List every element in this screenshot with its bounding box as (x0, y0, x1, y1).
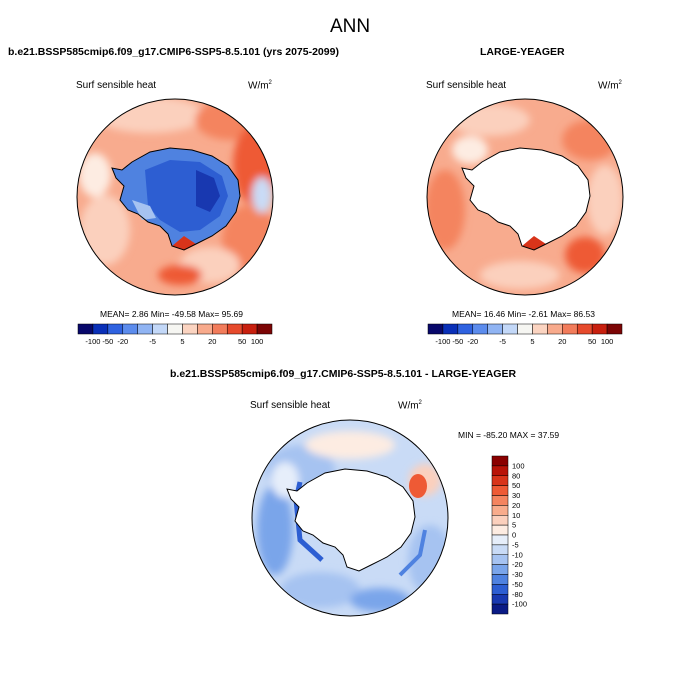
colorbar-swatch (532, 323, 548, 335)
panel2-units: W/m2 (598, 80, 622, 92)
panel1-stats: MEAN= 2.86 Min= -49.58 Max= 95.69 (100, 309, 243, 319)
panel1-polar-map (76, 98, 274, 296)
panel2-variable-label: Surf sensible heat (426, 80, 507, 91)
panel3-polar-map (251, 419, 449, 617)
colorbar-swatch (457, 323, 474, 335)
colorbar-tick-label: -20 (467, 337, 478, 346)
colorbar-tick-label: -50 (512, 580, 523, 589)
panel2-case-title: LARGE-YEAGER (480, 46, 565, 58)
colorbar-tick-label: 20 (558, 337, 566, 346)
colorbar-swatch (427, 323, 444, 335)
colorbar-swatch (77, 323, 94, 335)
colorbar-tick-label: -30 (512, 570, 523, 579)
colorbar-tick-label: 10 (512, 511, 520, 520)
colorbar-swatch (491, 485, 509, 496)
panel1-case-title: b.e21.BSSP585cmip6.f09_g17.CMIP6-SSP5-8.… (8, 46, 339, 58)
colorbar-swatch (491, 603, 509, 615)
colorbar-tick-label: -5 (512, 540, 519, 549)
colorbar-swatch (241, 323, 258, 335)
colorbar-swatch (491, 544, 509, 555)
colorbar-swatch (491, 495, 509, 506)
panel3-units: W/m2 (398, 400, 422, 412)
colorbar-tick-label: 100 (601, 337, 614, 346)
colorbar-tick-label: -100 (85, 337, 100, 346)
colorbar-swatch (256, 323, 273, 335)
colorbar-swatch (491, 534, 509, 546)
colorbar-swatch (591, 323, 608, 335)
colorbar-swatch (472, 323, 488, 335)
panel2-stats: MEAN= 16.46 Min= -2.61 Max= 86.53 (452, 309, 595, 319)
colorbar-swatch (92, 323, 109, 335)
colorbar-tick-label: 100 (251, 337, 264, 346)
colorbar-swatch (491, 515, 509, 526)
colorbar-swatch (491, 584, 509, 595)
colorbar-swatch (107, 323, 124, 335)
colorbar-swatch (212, 323, 228, 335)
colorbar-tick-label: 100 (512, 461, 525, 470)
colorbar-tick-label: -5 (499, 337, 506, 346)
panel1-colorbar: -100 -50 -20 -5 5 20 50 100 (77, 323, 273, 346)
colorbar-tick-label: 80 (512, 471, 520, 480)
panel3-stats: MIN = -85.20 MAX = 37.59 (458, 430, 560, 440)
colorbar-tick-label: 20 (208, 337, 216, 346)
colorbar-swatch (491, 475, 509, 486)
panel1-variable-label: Surf sensible heat (76, 80, 157, 91)
panel2-polar-map (426, 98, 624, 296)
colorbar-swatch (491, 564, 509, 575)
colorbar-tick-label: -10 (512, 550, 523, 559)
colorbar-tick-label: 5 (180, 337, 184, 346)
panel2-colorbar: -100 -50 -20 -5 5 20 50 100 (427, 323, 623, 346)
colorbar-tick-label: 50 (238, 337, 246, 346)
colorbar-tick-label: 50 (588, 337, 596, 346)
colorbar-swatch (491, 505, 509, 516)
colorbar-swatch (517, 323, 533, 335)
colorbar-swatch (606, 323, 623, 335)
colorbar-swatch (562, 323, 578, 335)
colorbar-swatch (491, 574, 509, 585)
colorbar-swatch (547, 323, 563, 335)
colorbar-tick-label: -20 (512, 560, 523, 569)
colorbar-tick-label: 5 (530, 337, 534, 346)
colorbar-swatch (167, 323, 183, 335)
colorbar-swatch (137, 323, 153, 335)
colorbar-swatch (487, 323, 503, 335)
panel3-case-title: b.e21.BSSP585cmip6.f09_g17.CMIP6-SSP5-8.… (170, 368, 517, 380)
colorbar-tick-label: -5 (149, 337, 156, 346)
colorbar-swatch (197, 323, 213, 335)
colorbar-swatch (122, 323, 138, 335)
colorbar-tick-label: -20 (117, 337, 128, 346)
colorbar-tick-label: -100 (435, 337, 450, 346)
colorbar-swatch (491, 524, 509, 536)
panel1-units: W/m2 (248, 80, 272, 92)
colorbar-swatch (182, 323, 198, 335)
colorbar-swatch (442, 323, 459, 335)
colorbar-swatch (152, 323, 168, 335)
colorbar-tick-label: -80 (512, 590, 523, 599)
colorbar-tick-label: 0 (512, 531, 516, 540)
colorbar-tick-label: 50 (512, 481, 520, 490)
panel3-variable-label: Surf sensible heat (250, 400, 331, 411)
colorbar-swatch (502, 323, 518, 335)
colorbar-swatch (491, 465, 509, 476)
colorbar-tick-label: -100 (512, 600, 527, 609)
main-title: ANN (329, 16, 371, 37)
colorbar-swatch (491, 554, 509, 565)
colorbar-tick-label: 30 (512, 491, 520, 500)
colorbar-swatch (491, 455, 509, 467)
colorbar-swatch (226, 323, 243, 335)
colorbar-swatch (491, 594, 509, 605)
colorbar-tick-label: 5 (512, 521, 516, 530)
colorbar-tick-label: -50 (452, 337, 463, 346)
colorbar-tick-label: -50 (102, 337, 113, 346)
colorbar-swatch (576, 323, 593, 335)
colorbar-tick-label: 20 (512, 501, 520, 510)
